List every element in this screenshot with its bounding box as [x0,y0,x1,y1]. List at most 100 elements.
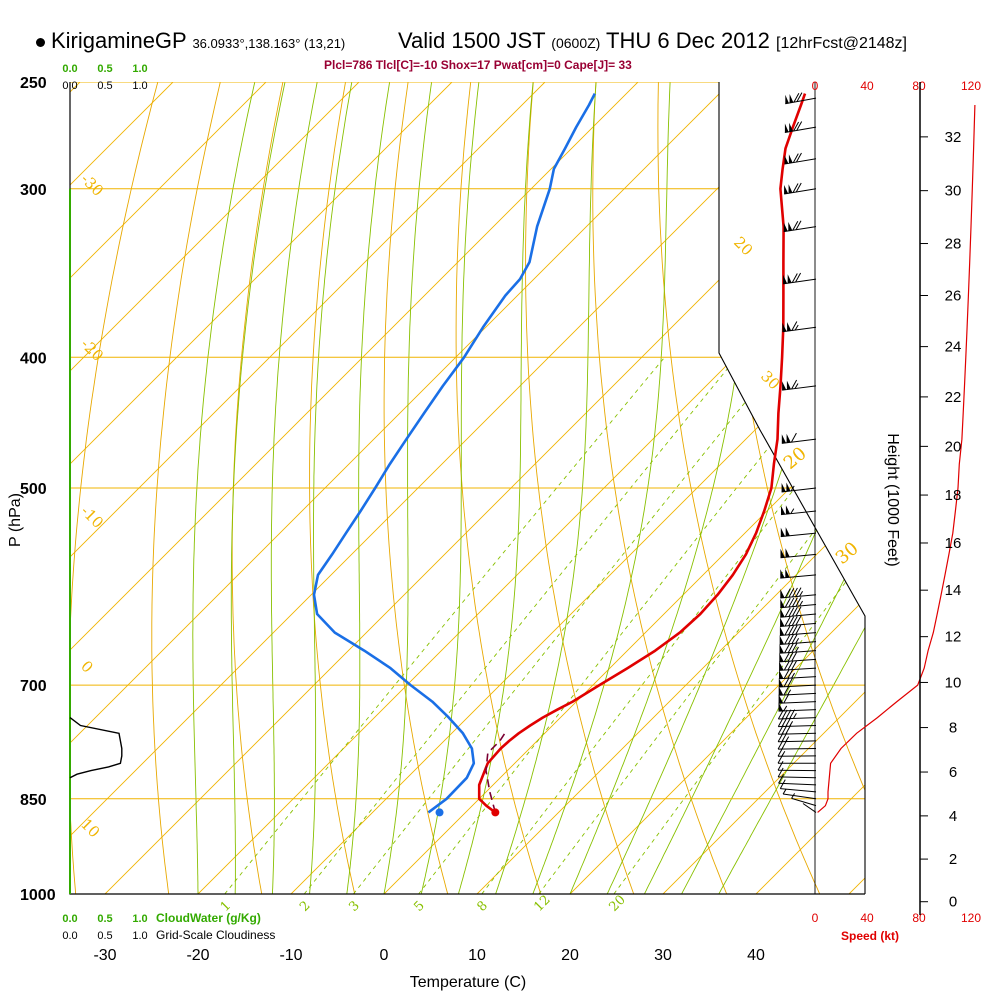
isotherm-line [569,598,865,894]
wind-barb-staff [802,803,817,813]
height-tick-label: 30 [945,183,962,200]
wind-barb-full [791,660,798,670]
isotherm-label: 0 [77,657,96,676]
speed-tick-top: 80 [912,79,926,93]
isotherm-label: -30 [77,170,107,200]
wind-barb-staff [780,603,817,609]
wind-barb-full [795,182,802,193]
moist-adiabat-line [230,82,286,894]
wind-barb-staff [778,676,817,680]
wind-barb-full [783,693,790,704]
moist-adiabat-line [383,82,433,894]
surface-dewpoint-marker [435,808,444,817]
wind-barb-flag [779,635,784,645]
wind-barb-flag [788,154,793,164]
height-tick-label: 16 [945,535,962,552]
wind-barb-flag [785,548,790,558]
plot-mask [719,82,865,616]
wind-barb [778,669,817,680]
wind-barb [780,597,817,609]
wind-barb [777,767,817,779]
wind-barb-full [783,660,790,671]
wind-barb-full [784,616,791,627]
wind-barb-flag [778,694,784,704]
wind-barb [778,693,817,704]
wind-barb [780,548,817,559]
pressure-tick-label: 500 [20,481,47,498]
chart-valid-time: Valid 1500 JST (0600Z) THU 6 Dec 2012 [1… [398,28,907,54]
mixing-ratio-label: 20 [606,893,628,915]
temperature-tick-label: -10 [279,947,302,964]
wind-barb-full [795,615,802,626]
wind-barb-full [795,606,802,617]
wind-barb-full [777,760,784,771]
isotherm-label: -20 [77,335,107,365]
pressure-tick-label: 250 [20,75,47,92]
wind-barb-flag [780,598,785,608]
wind-barb [779,660,817,671]
wind-barb-flag [780,569,785,579]
wind-barb-half [794,324,799,331]
temperature-tick-label: 0 [380,947,389,964]
wind-barb-flag [783,274,787,284]
wind-barb-flag [779,661,784,671]
wind-barb-full [791,587,798,598]
wind-barb-staff [791,797,817,807]
height-tick-label: 22 [945,389,962,406]
wind-barb-half [781,750,786,757]
dry-adiabat-line [845,82,865,252]
wind-barb-full [789,709,796,719]
wind-speed-line [817,104,976,813]
speed-tick-bottom: 80 [912,911,926,925]
wind-barb-full [791,643,798,653]
wind-barb-full [795,272,802,283]
temperature-line [477,93,807,814]
dry-adiabat-line [455,82,542,894]
wind-barb [780,505,817,516]
cloudwater-label: CloudWater (g/Kg) [156,911,261,925]
wind-barb-staff [780,622,817,627]
cloudwater-tick-top: 0.0 [62,63,77,75]
wind-barb-flag [788,221,793,231]
wind-barb [783,220,817,233]
wind-barb-flag [778,686,784,696]
cloudiness-tick-top: 1.0 [132,80,147,92]
wind-barb-staff [778,782,817,786]
isotherm-line [70,82,267,279]
speed-tick-bottom: 0 [812,911,819,925]
speed-tick-bottom: 40 [860,911,874,925]
wind-barb-flag [779,626,785,636]
moist-adiabat-line [270,82,318,894]
mixing-ratio-label: 5 [411,898,427,914]
wind-barb-flag [784,123,789,133]
mixing-ratio-label: 12 [531,893,553,915]
wind-barb-staff [778,692,817,696]
wind-barb-staff [778,747,817,750]
wind-barb-full [783,652,790,662]
wind-barb-full [796,121,803,131]
speed-axis-label: Speed (kt) [841,929,899,943]
dry-adiabat-line [657,82,821,894]
cloudwater-tick-top: 1.0 [132,63,147,75]
y-axis-label: P (hPa) [7,493,24,547]
wind-barb-half [795,637,800,644]
speed-tick-bottom: 120 [961,911,981,925]
temperature-tick-label: -30 [93,947,116,964]
wind-barb-staff [779,650,817,654]
height-tick-label: 10 [945,674,962,691]
wind-barb-flag [778,678,784,688]
wind-barb-flag [782,381,787,391]
wind-barb [784,121,817,134]
wind-barb-full [787,677,794,687]
wind-barb [779,651,817,663]
pressure-tick-label: 300 [20,182,47,199]
wind-barb-half [799,600,804,607]
mixing-ratio-label: 3 [346,898,362,914]
wind-barb [779,643,817,654]
height-tick-label: 2 [949,851,957,868]
wind-barb-staff [780,532,817,538]
cloudwater-tick-bottom: 0.0 [62,913,77,925]
wind-barb-full [788,616,795,626]
